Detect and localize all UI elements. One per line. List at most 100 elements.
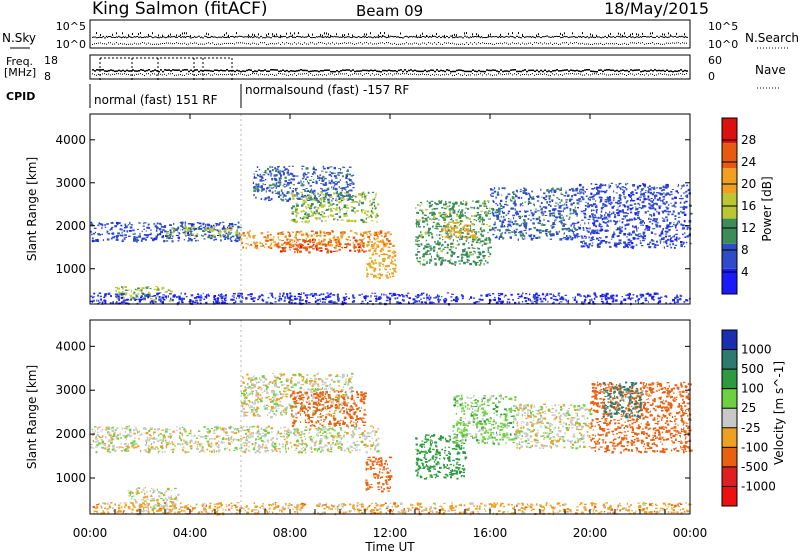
scatter-cell	[522, 190, 526, 192]
nsearch-trace-dot	[670, 42, 671, 44]
scatter-cell	[621, 218, 625, 220]
scatter-cell	[663, 240, 665, 244]
scatter-cell	[594, 193, 598, 196]
scatter-cell	[588, 236, 590, 239]
scatter-cell	[236, 229, 238, 232]
scatter-cell	[106, 230, 108, 233]
scatter-cell	[337, 238, 340, 240]
nsearch-trace-dot	[248, 43, 249, 45]
scatter-cell	[277, 232, 280, 235]
freq-trace-dot	[120, 70, 122, 72]
scatter-cell	[628, 295, 631, 298]
nave-trace-dot	[628, 73, 629, 75]
freq-tick-high: 18	[44, 54, 58, 67]
freq-trace-dot	[264, 69, 266, 71]
scatter-cell	[473, 215, 476, 217]
scatter-cell	[376, 233, 378, 237]
scatter-cell	[160, 225, 162, 227]
scatter-cell	[560, 214, 563, 216]
scatter-cell	[345, 206, 348, 209]
freq-trace-dot	[416, 70, 418, 72]
nsky-trace-dot	[370, 32, 371, 35]
scatter-cell	[590, 209, 593, 212]
scatter-cell	[524, 221, 526, 224]
scatter-cell	[133, 238, 135, 241]
freq-trace-dot	[140, 69, 142, 71]
scatter-cell	[570, 224, 572, 227]
nave-trace-dot	[176, 74, 177, 76]
scatter-cell	[280, 174, 282, 177]
scatter-cell	[658, 206, 661, 209]
scatter-cell	[521, 234, 524, 237]
scatter-cell	[679, 197, 682, 200]
scatter-cell	[582, 186, 585, 189]
scatter-cell	[478, 216, 481, 220]
nsearch-trace-dot	[98, 42, 99, 44]
scatter-cell	[359, 239, 361, 241]
nave-trace-dot	[410, 73, 411, 75]
nsky-trace-dot	[320, 33, 321, 36]
scatter-cell	[419, 209, 422, 211]
scatter-cell	[361, 209, 365, 211]
scatter-cell	[381, 235, 383, 237]
scatter-cell	[622, 192, 624, 194]
scatter-cell	[231, 222, 233, 225]
scatter-cell	[306, 176, 309, 178]
scatter-cell	[584, 222, 586, 225]
scatter-cell	[90, 223, 94, 226]
scatter-cell	[419, 262, 422, 265]
scatter-cell	[169, 229, 172, 232]
scatter-cell	[247, 233, 250, 235]
nsearch-trace-dot	[238, 42, 239, 44]
scatter-cell	[302, 202, 305, 204]
nsearch-trace-dot	[180, 43, 181, 45]
scatter-cell	[586, 205, 589, 207]
scatter-cell	[584, 208, 587, 211]
scatter-cell	[659, 187, 662, 189]
scatter-cell	[602, 205, 604, 207]
freq-trace-dot	[244, 70, 246, 73]
scatter-cell	[453, 229, 455, 232]
nave-trace-dot	[238, 73, 239, 75]
scatter-cell	[202, 222, 205, 225]
scatter-cell	[224, 230, 226, 233]
nave-trace-dot	[684, 73, 685, 75]
scatter-cell	[625, 245, 629, 247]
nsky-trace-segment	[405, 35, 409, 38]
nsky-trace-dot	[652, 32, 653, 35]
scatter-cell	[349, 230, 352, 232]
nsky-trace-dot	[670, 34, 671, 37]
nave-trace-dot	[372, 73, 373, 75]
scatter-cell	[607, 213, 611, 217]
nsky-trace-segment	[615, 35, 619, 38]
scatter-cell	[493, 223, 496, 226]
scatter-cell	[460, 259, 464, 262]
scatter-cell	[418, 224, 420, 227]
scatter-cell	[166, 236, 168, 238]
scatter-cell	[661, 210, 665, 213]
scatter-cell	[341, 166, 344, 168]
scatter-cell	[220, 234, 222, 237]
scatter-cell	[114, 225, 118, 228]
nsearch-trace-dot	[360, 42, 361, 44]
scatter-cell	[537, 217, 540, 220]
nave-trace-dot	[172, 73, 173, 75]
scatter-cell	[160, 299, 163, 301]
scatter-cell	[281, 243, 284, 246]
scatter-cell	[641, 239, 645, 242]
scatter-cell	[290, 182, 292, 184]
nsky-trace-segment	[253, 35, 257, 38]
scatter-cell	[466, 228, 468, 231]
scatter-cell	[198, 222, 202, 225]
nsearch-trace-dot	[308, 43, 309, 45]
freq-trace-dot	[94, 70, 96, 72]
nsky-trace-segment	[165, 36, 169, 39]
nsearch-trace-dot	[572, 42, 573, 44]
scatter-cell	[346, 239, 349, 241]
nave-trace-dot	[600, 73, 601, 75]
scatter-cell	[522, 222, 525, 225]
nave-trace-dot	[530, 74, 531, 76]
scatter-cell	[190, 232, 192, 235]
scatter-cell	[294, 207, 298, 210]
scatter-cell	[312, 167, 315, 171]
